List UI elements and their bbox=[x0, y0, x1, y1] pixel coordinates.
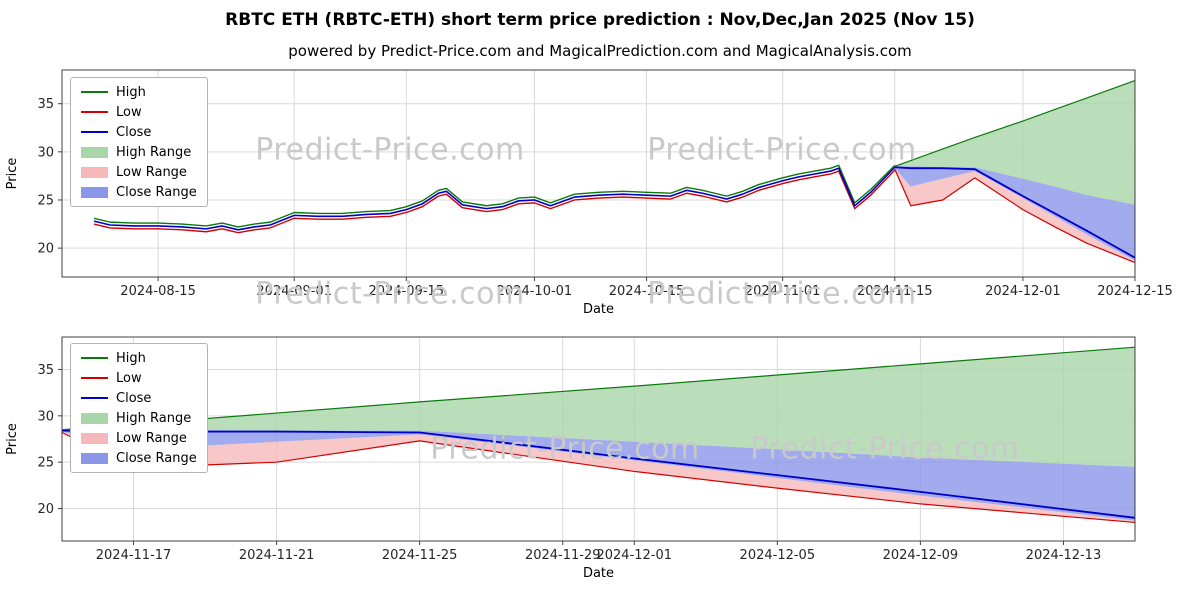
svg-text:2024-11-21: 2024-11-21 bbox=[239, 548, 315, 563]
legend-item-close: Close bbox=[81, 124, 197, 140]
svg-text:30: 30 bbox=[37, 145, 54, 160]
page-title: RBTC ETH (RBTC-ETH) short term price pre… bbox=[225, 10, 975, 30]
close-range-swatch bbox=[81, 452, 108, 464]
legend-label: Low bbox=[116, 104, 142, 120]
close-range-swatch bbox=[81, 186, 108, 198]
svg-text:20: 20 bbox=[37, 502, 54, 517]
svg-text:35: 35 bbox=[37, 363, 54, 378]
svg-text:2024-09-01: 2024-09-01 bbox=[256, 284, 332, 299]
svg-text:Date: Date bbox=[583, 566, 614, 581]
legend-label: Low Range bbox=[116, 164, 187, 180]
top-price-history-chart: 2024-08-15 2024-09-01 2024-09-15 2024-10-01… bbox=[5, 69, 1173, 317]
legend-bottom-chart: High Low Close High Range Low Range Clos… bbox=[70, 343, 208, 473]
legend-label: High Range bbox=[116, 144, 192, 160]
legend-item-close: Close bbox=[81, 390, 197, 406]
high-line-swatch bbox=[81, 357, 108, 359]
svg-text:2024-12-09: 2024-12-09 bbox=[883, 548, 959, 563]
svg-text:2024-10-01: 2024-10-01 bbox=[497, 284, 573, 299]
legend-label: Low bbox=[116, 370, 142, 386]
legend-item-low: Low bbox=[81, 104, 197, 120]
bottom-forecast-chart: 2024-11-17 2024-11-21 2024-11-25 2024-11-29… bbox=[5, 336, 1136, 581]
legend-label: Close Range bbox=[116, 184, 197, 200]
svg-text:2024-11-25: 2024-11-25 bbox=[382, 548, 458, 563]
legend-item-close-range: Close Range bbox=[81, 450, 197, 466]
legend-label: High bbox=[116, 84, 146, 100]
legend-item-high: High bbox=[81, 350, 197, 366]
close-line-swatch bbox=[81, 131, 108, 133]
legend-item-high: High bbox=[81, 84, 197, 100]
svg-text:Price: Price bbox=[5, 158, 20, 190]
svg-text:2024-11-17: 2024-11-17 bbox=[96, 548, 172, 563]
legend-label: High Range bbox=[116, 410, 192, 426]
svg-text:35: 35 bbox=[37, 97, 54, 112]
svg-text:2024-12-15: 2024-12-15 bbox=[1097, 284, 1173, 299]
high-range-swatch bbox=[81, 146, 108, 158]
legend-label: Close bbox=[116, 390, 152, 406]
high-range-swatch bbox=[81, 412, 108, 424]
svg-text:2024-12-01: 2024-12-01 bbox=[596, 548, 672, 563]
svg-text:2024-12-05: 2024-12-05 bbox=[740, 548, 816, 563]
legend-label: Close bbox=[116, 124, 152, 140]
legend-label: Close Range bbox=[116, 450, 197, 466]
low-line-swatch bbox=[81, 377, 108, 379]
svg-text:2024-12-01: 2024-12-01 bbox=[985, 284, 1061, 299]
legend-item-high-range: High Range bbox=[81, 144, 197, 160]
svg-text:25: 25 bbox=[37, 456, 54, 471]
legend-label: High bbox=[116, 350, 146, 366]
svg-text:Date: Date bbox=[583, 302, 614, 317]
low-line-swatch bbox=[81, 111, 108, 113]
close-line-swatch bbox=[81, 397, 108, 399]
legend-top-chart: High Low Close High Range Low Range Clos… bbox=[70, 77, 208, 207]
low-range-swatch bbox=[81, 166, 108, 178]
svg-text:Price: Price bbox=[5, 423, 20, 455]
svg-text:2024-11-29: 2024-11-29 bbox=[525, 548, 601, 563]
svg-text:20: 20 bbox=[37, 242, 54, 257]
svg-text:2024-10-15: 2024-10-15 bbox=[609, 284, 685, 299]
legend-item-low-range: Low Range bbox=[81, 430, 197, 446]
legend-item-high-range: High Range bbox=[81, 410, 197, 426]
low-range-swatch bbox=[81, 432, 108, 444]
legend-item-low: Low bbox=[81, 370, 197, 386]
legend-item-close-range: Close Range bbox=[81, 184, 197, 200]
high-line-swatch bbox=[81, 91, 108, 93]
legend-label: Low Range bbox=[116, 430, 187, 446]
svg-text:2024-11-01: 2024-11-01 bbox=[745, 284, 821, 299]
page-subtitle: powered by Predict-Price.com and Magical… bbox=[288, 42, 912, 60]
svg-text:2024-08-15: 2024-08-15 bbox=[120, 284, 196, 299]
svg-text:2024-11-15: 2024-11-15 bbox=[857, 284, 933, 299]
legend-item-low-range: Low Range bbox=[81, 164, 197, 180]
svg-text:30: 30 bbox=[37, 409, 54, 424]
svg-text:2024-09-15: 2024-09-15 bbox=[369, 284, 445, 299]
svg-text:25: 25 bbox=[37, 193, 54, 208]
svg-text:2024-12-13: 2024-12-13 bbox=[1026, 548, 1102, 563]
